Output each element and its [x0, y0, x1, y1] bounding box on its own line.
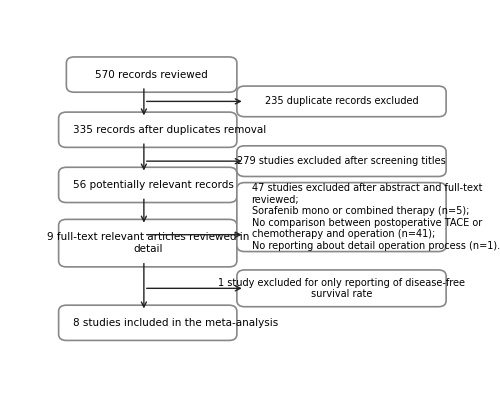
- FancyBboxPatch shape: [237, 270, 446, 307]
- Text: 570 records reviewed: 570 records reviewed: [95, 70, 208, 80]
- Text: 235 duplicate records excluded: 235 duplicate records excluded: [264, 96, 418, 106]
- Text: 9 full-text relevant articles reviewed in
detail: 9 full-text relevant articles reviewed i…: [46, 232, 249, 254]
- FancyBboxPatch shape: [237, 183, 446, 252]
- FancyBboxPatch shape: [237, 146, 446, 176]
- Text: 335 records after duplicates removal: 335 records after duplicates removal: [74, 125, 266, 135]
- Text: 47 studies excluded after abstract and full-text
reviewed;
Sorafenib mono or com: 47 studies excluded after abstract and f…: [252, 183, 500, 251]
- Text: 279 studies excluded after screening titles: 279 studies excluded after screening tit…: [237, 156, 446, 166]
- FancyBboxPatch shape: [58, 219, 237, 267]
- FancyBboxPatch shape: [237, 86, 446, 117]
- FancyBboxPatch shape: [58, 305, 237, 340]
- FancyBboxPatch shape: [58, 112, 237, 147]
- FancyBboxPatch shape: [58, 167, 237, 203]
- Text: 8 studies included in the meta-analysis: 8 studies included in the meta-analysis: [74, 318, 278, 328]
- Text: 1 study excluded for only reporting of disease-free
survival rate: 1 study excluded for only reporting of d…: [218, 277, 465, 299]
- FancyBboxPatch shape: [66, 57, 237, 92]
- Text: 56 potentially relevant records: 56 potentially relevant records: [74, 180, 234, 190]
